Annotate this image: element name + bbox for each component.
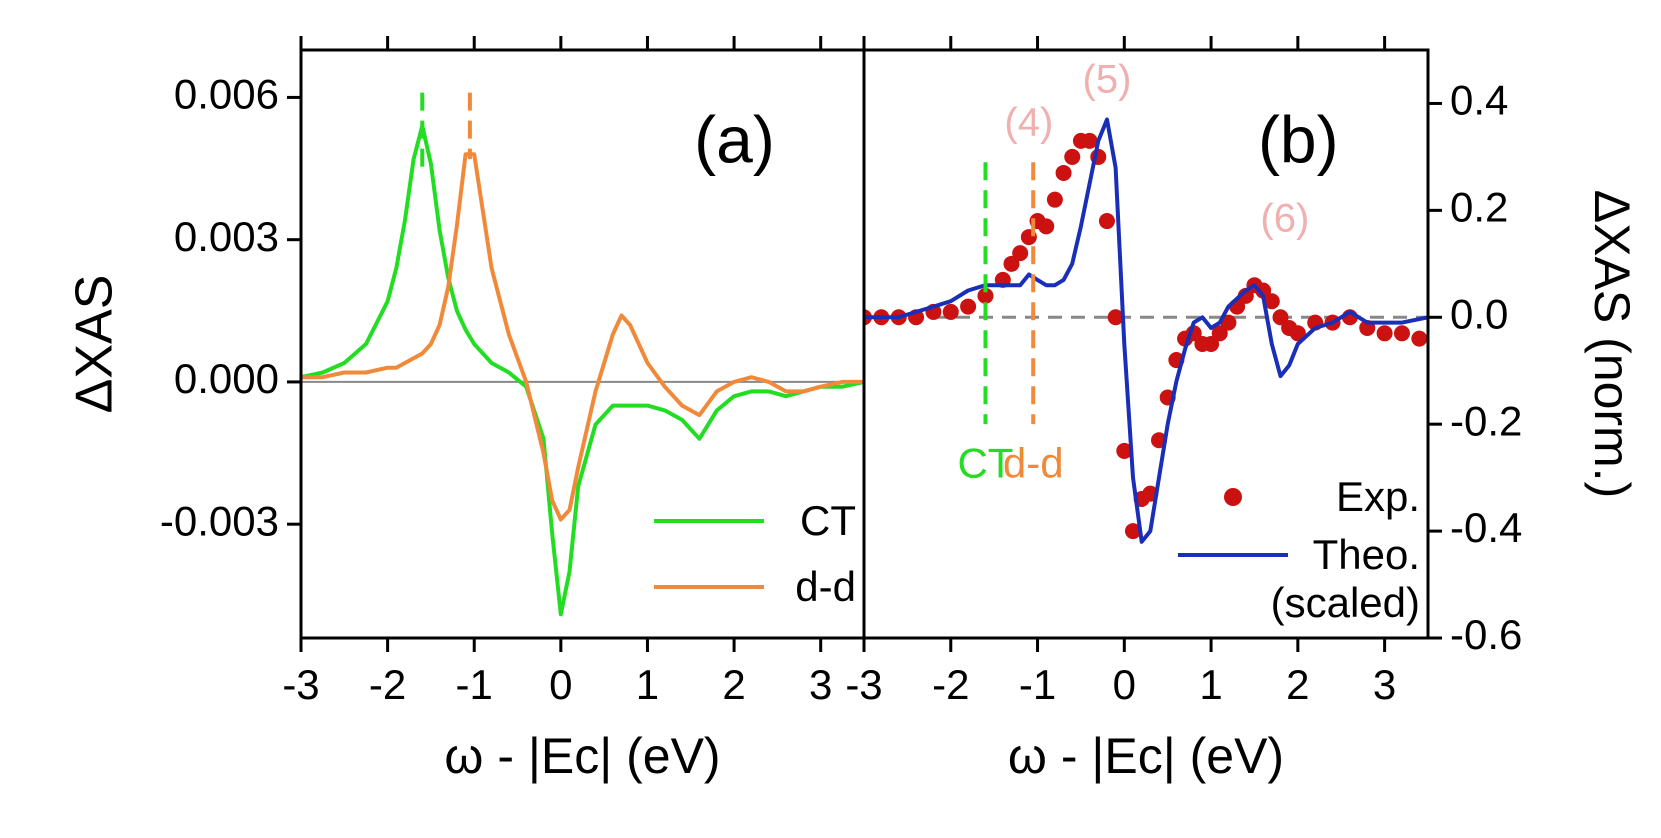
data-point bbox=[1116, 442, 1133, 459]
panel-label: (b) bbox=[1258, 102, 1339, 176]
y-tick-label: 0.003 bbox=[174, 213, 279, 260]
data-point bbox=[1081, 132, 1098, 149]
y2-tick-label: -0.6 bbox=[1450, 611, 1522, 658]
data-point bbox=[1003, 255, 1020, 272]
legend-symbol bbox=[1224, 488, 1242, 506]
data-point bbox=[1289, 325, 1306, 342]
annotation: (5) bbox=[1083, 58, 1132, 102]
data-point bbox=[1038, 218, 1055, 235]
data-point bbox=[1220, 314, 1237, 331]
x-tick-label: -2 bbox=[369, 661, 406, 708]
marker-label: CT bbox=[957, 439, 1013, 486]
x-axis-label: ω - |Ec| (eV) bbox=[1008, 728, 1284, 784]
series-line bbox=[301, 123, 864, 617]
x-tick-label: 0 bbox=[549, 661, 572, 708]
x-tick-label: -2 bbox=[932, 661, 969, 708]
y2-axis-label: ΔXAS (norm.) bbox=[1584, 190, 1640, 498]
data-point bbox=[1393, 325, 1410, 342]
data-point bbox=[1203, 336, 1220, 352]
marker-label: d-d bbox=[1003, 439, 1064, 486]
data-point bbox=[1411, 330, 1428, 347]
data-point bbox=[1055, 164, 1072, 181]
y-tick-label: 0.006 bbox=[174, 71, 279, 118]
plot-frame bbox=[299, 48, 866, 640]
data-point bbox=[1012, 245, 1029, 262]
data-point bbox=[1098, 213, 1115, 230]
plot-area bbox=[864, 117, 1428, 544]
data-point bbox=[977, 287, 994, 304]
y-tick-label: 0.000 bbox=[174, 355, 279, 402]
legend-label: Theo. (scaled) bbox=[1270, 531, 1420, 627]
y-axis-label: ΔXAS bbox=[66, 275, 124, 414]
data-point bbox=[1124, 523, 1141, 540]
legend-label: CT bbox=[800, 497, 856, 544]
x-tick-label: 2 bbox=[1286, 661, 1309, 708]
data-point bbox=[1272, 309, 1289, 326]
x-tick-label: 3 bbox=[1373, 661, 1396, 708]
x-axis-label: ω - |Ec| (eV) bbox=[444, 728, 720, 784]
plot-area bbox=[301, 123, 864, 617]
y2-tick-label: -0.2 bbox=[1450, 397, 1522, 444]
x-tick-label: 0 bbox=[1113, 661, 1136, 708]
y2-tick-label: 0.4 bbox=[1450, 77, 1508, 124]
data-point bbox=[1376, 325, 1393, 342]
x-tick-label: 1 bbox=[1199, 661, 1222, 708]
data-point bbox=[1046, 191, 1063, 208]
y2-tick-label: -0.4 bbox=[1450, 504, 1522, 551]
data-point bbox=[1064, 148, 1081, 165]
x-tick-label: -1 bbox=[1019, 661, 1056, 708]
x-tick-label: -3 bbox=[282, 661, 319, 708]
series-line bbox=[301, 152, 864, 522]
annotation: (6) bbox=[1260, 197, 1309, 241]
legend-label: Exp. bbox=[1335, 473, 1420, 520]
x-tick-label: -1 bbox=[456, 661, 493, 708]
x-tick-label: 1 bbox=[636, 661, 659, 708]
plot-frame bbox=[862, 48, 1430, 640]
data-point bbox=[1107, 309, 1124, 326]
annotation: (4) bbox=[1004, 100, 1053, 144]
panel-label: (a) bbox=[694, 102, 775, 176]
x-tick-label: -3 bbox=[845, 661, 882, 708]
data-point bbox=[1255, 282, 1272, 299]
y2-tick-label: 0.0 bbox=[1450, 290, 1508, 337]
y2-tick-label: 0.2 bbox=[1450, 183, 1508, 230]
data-point bbox=[1263, 293, 1280, 310]
x-tick-label: 2 bbox=[722, 661, 745, 708]
series-line bbox=[864, 117, 1428, 544]
data-point bbox=[960, 298, 977, 315]
x-tick-label: 3 bbox=[809, 661, 832, 708]
legend-label: d-d bbox=[795, 563, 856, 610]
y-tick-label: -0.003 bbox=[160, 497, 279, 544]
data-point bbox=[942, 303, 959, 320]
data-point bbox=[1211, 325, 1228, 342]
